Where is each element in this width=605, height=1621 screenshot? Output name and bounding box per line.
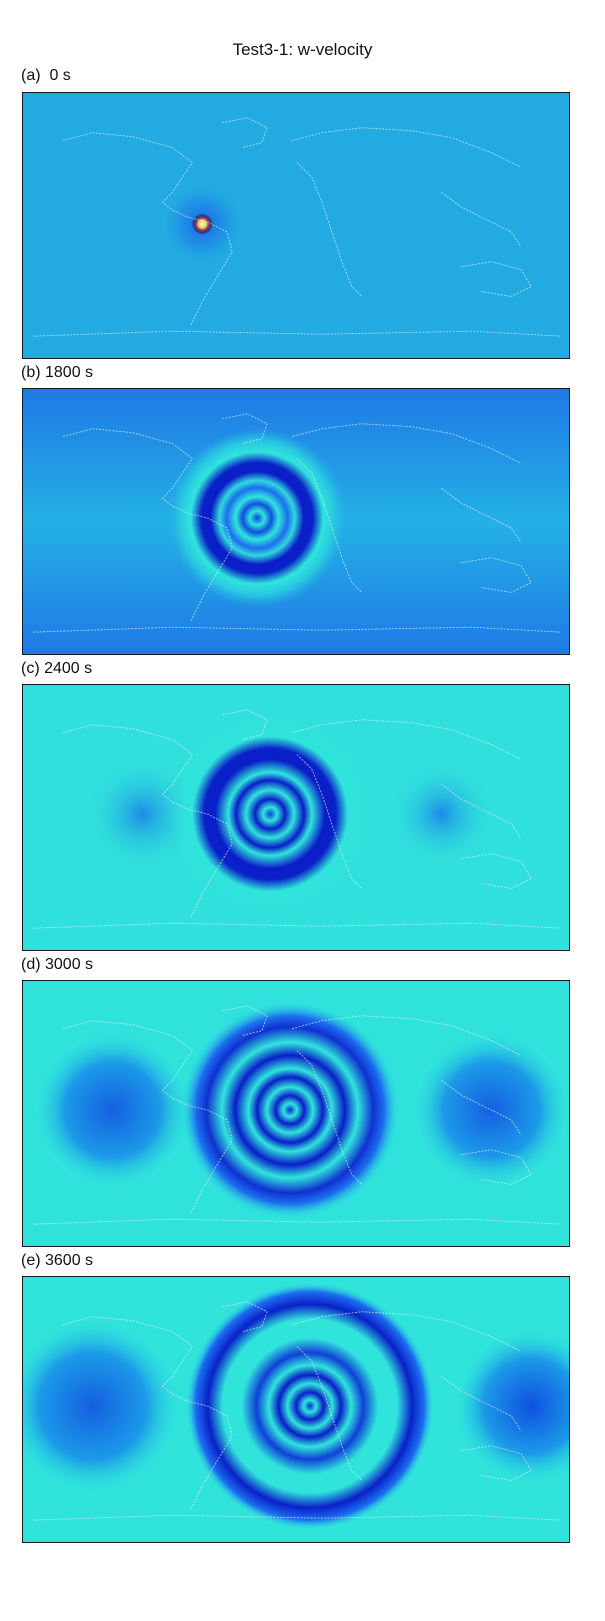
panel-label-d: (d) 3000 s bbox=[21, 956, 94, 973]
map-image-d bbox=[23, 981, 569, 1246]
map-panel-c bbox=[22, 684, 570, 951]
figure-title: Test3-1: w-velocity bbox=[232, 40, 373, 59]
map-image-c bbox=[23, 685, 569, 950]
panel-label-c: (c) 2400 s bbox=[21, 660, 93, 677]
panel-label-e: (e) 3600 s bbox=[21, 1252, 94, 1269]
map-panel-b bbox=[22, 388, 570, 655]
map-panel-e bbox=[22, 1276, 570, 1543]
map-image-a bbox=[23, 93, 569, 358]
map-panel-d bbox=[22, 980, 570, 1247]
map-image-e bbox=[23, 1277, 569, 1542]
map-panel-a bbox=[22, 92, 570, 359]
panel-label-a: (a) 0 s bbox=[21, 67, 71, 84]
panel-label-b: (b) 1800 s bbox=[21, 364, 94, 381]
map-image-b bbox=[23, 389, 569, 654]
